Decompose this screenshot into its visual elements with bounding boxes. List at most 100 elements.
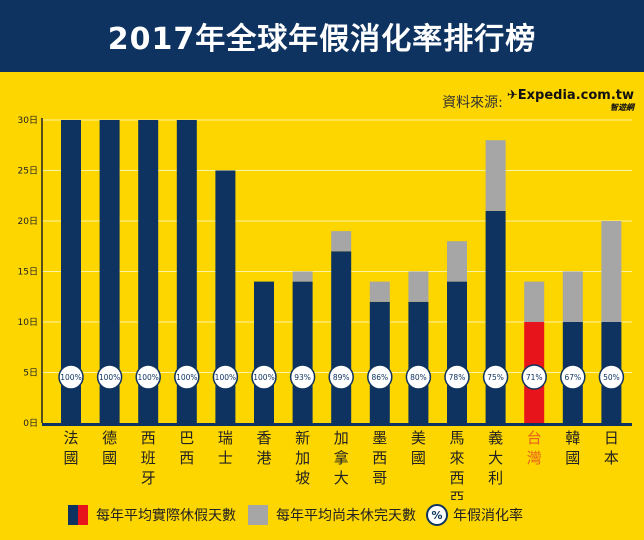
- rate-label: 100%: [215, 373, 236, 382]
- x-tick-label: 美: [411, 429, 426, 447]
- rate-circle: [58, 364, 84, 390]
- x-tick-label: 利: [488, 469, 503, 487]
- source-credit: 資料來源: ✈Expedia.com.tw 智遊網: [442, 88, 634, 114]
- plane-icon: ✈: [506, 88, 518, 103]
- y-tick-label: 20日: [18, 216, 38, 227]
- bar-used: [485, 210, 506, 423]
- bar-used: [138, 120, 159, 423]
- bar-unused: [485, 140, 506, 211]
- x-tick-label: 拿: [334, 449, 349, 467]
- x-tick-label: 新: [295, 429, 310, 447]
- x-tick-label: 灣: [527, 449, 542, 467]
- rate-label: 71%: [526, 373, 543, 382]
- bar-used: [447, 281, 467, 423]
- bar-used: [369, 301, 390, 423]
- rate-label: 100%: [99, 373, 120, 382]
- bar-unused: [369, 281, 390, 302]
- rate-circle: [482, 364, 509, 390]
- expedia-logo: ✈Expedia.com.tw 智遊網: [506, 88, 634, 114]
- x-tick-label: 大: [488, 449, 503, 467]
- x-tick-label: 韓: [565, 429, 580, 447]
- legend-rate-icon: %: [426, 504, 448, 526]
- bar-used: [254, 281, 274, 423]
- rate-label: 100%: [137, 373, 158, 382]
- legend-used-swatch: [68, 505, 88, 525]
- x-tick-label: 班: [141, 449, 156, 467]
- rate-label: 93%: [294, 373, 311, 382]
- rate-circle: [96, 364, 123, 390]
- x-tick-label: 牙: [141, 469, 156, 487]
- rate-circle: [212, 364, 239, 390]
- rate-label: 75%: [487, 373, 504, 382]
- rate-label: 100%: [60, 373, 81, 382]
- rate-label: 100%: [176, 373, 197, 382]
- rate-circle: [444, 364, 470, 390]
- y-tick-label: 30日: [18, 115, 38, 126]
- x-tick-label: 國: [102, 449, 117, 467]
- bar-used: [292, 281, 313, 423]
- x-tick-label: 哥: [372, 469, 387, 487]
- page-title: 2017年全球年假消化率排行榜: [0, 0, 644, 72]
- bar-used: [331, 251, 352, 423]
- rate-circle: [405, 364, 432, 390]
- rate-circle: [174, 364, 200, 390]
- legend-rate-label: 年假消化率: [453, 508, 523, 524]
- bar-used: [176, 120, 197, 423]
- x-tick-label: 港: [256, 449, 271, 467]
- rate-label: 67%: [564, 373, 581, 382]
- bar-used: [99, 120, 120, 423]
- y-tick-label: 15日: [18, 267, 38, 278]
- x-tick-label: 西: [141, 429, 156, 447]
- x-tick-label: 國: [565, 449, 580, 467]
- rate-label: 89%: [333, 373, 350, 382]
- x-tick-label: 大: [334, 469, 349, 487]
- legend-unused-swatch: [248, 505, 268, 525]
- rate-label: 80%: [410, 373, 427, 382]
- x-tick-label: 來: [449, 449, 464, 467]
- bar-unused: [408, 271, 429, 302]
- logo-text: ✈Expedia.com.tw: [506, 88, 634, 103]
- rate-circle: [328, 364, 354, 390]
- rate-label: 50%: [603, 373, 620, 382]
- x-tick-label: 墨: [372, 429, 387, 447]
- rate-circle: [521, 364, 547, 390]
- rate-circle: [560, 364, 586, 390]
- y-tick-label: 5日: [23, 368, 38, 379]
- x-tick-label: 坡: [295, 469, 310, 487]
- legend-unused-label: 每年平均尚未休完天數: [276, 508, 416, 524]
- x-tick-label: 本: [604, 449, 619, 467]
- source-label: 資料來源:: [442, 95, 503, 111]
- x-tick-label: 香: [256, 429, 271, 447]
- x-tick-label: 加: [334, 429, 349, 447]
- rate-circle: [289, 364, 316, 390]
- rate-circle: [135, 364, 161, 390]
- bar-used: [408, 301, 429, 423]
- rate-label: 86%: [371, 373, 388, 382]
- rate-circle: [251, 364, 277, 390]
- x-tick-label: 巴: [179, 429, 194, 447]
- y-tick-label: 0日: [23, 418, 38, 429]
- x-axis: [42, 423, 632, 426]
- bar-used: [61, 120, 81, 423]
- logo-sub: 智遊網: [610, 103, 634, 112]
- rate-label: 100%: [253, 373, 274, 382]
- x-tick-label: 法: [63, 429, 78, 447]
- x-tick-label: 日: [604, 429, 619, 447]
- x-tick-label: 德: [102, 429, 117, 447]
- bar-unused: [562, 271, 583, 322]
- bar-unused: [601, 221, 622, 322]
- x-tick-label: 西: [372, 449, 387, 467]
- logo-name: Expedia.com.tw: [517, 88, 634, 103]
- bar-unused: [292, 271, 313, 282]
- x-tick-label: 國: [63, 449, 78, 467]
- x-tick-label: 加: [295, 449, 310, 467]
- bar-chart: 0日5日10日15日20日25日30日100%法國100%德國100%西班牙10…: [18, 115, 632, 500]
- y-tick-label: 25日: [18, 166, 38, 177]
- rate-circle: [367, 364, 393, 390]
- bar-unused: [524, 281, 545, 322]
- bar-unused: [447, 241, 467, 282]
- legend-used-label: 每年平均實際休假天數: [96, 508, 236, 524]
- x-tick-label: 瑞: [218, 429, 233, 447]
- x-tick-label: 亞: [449, 489, 464, 500]
- bar-used: [215, 170, 236, 423]
